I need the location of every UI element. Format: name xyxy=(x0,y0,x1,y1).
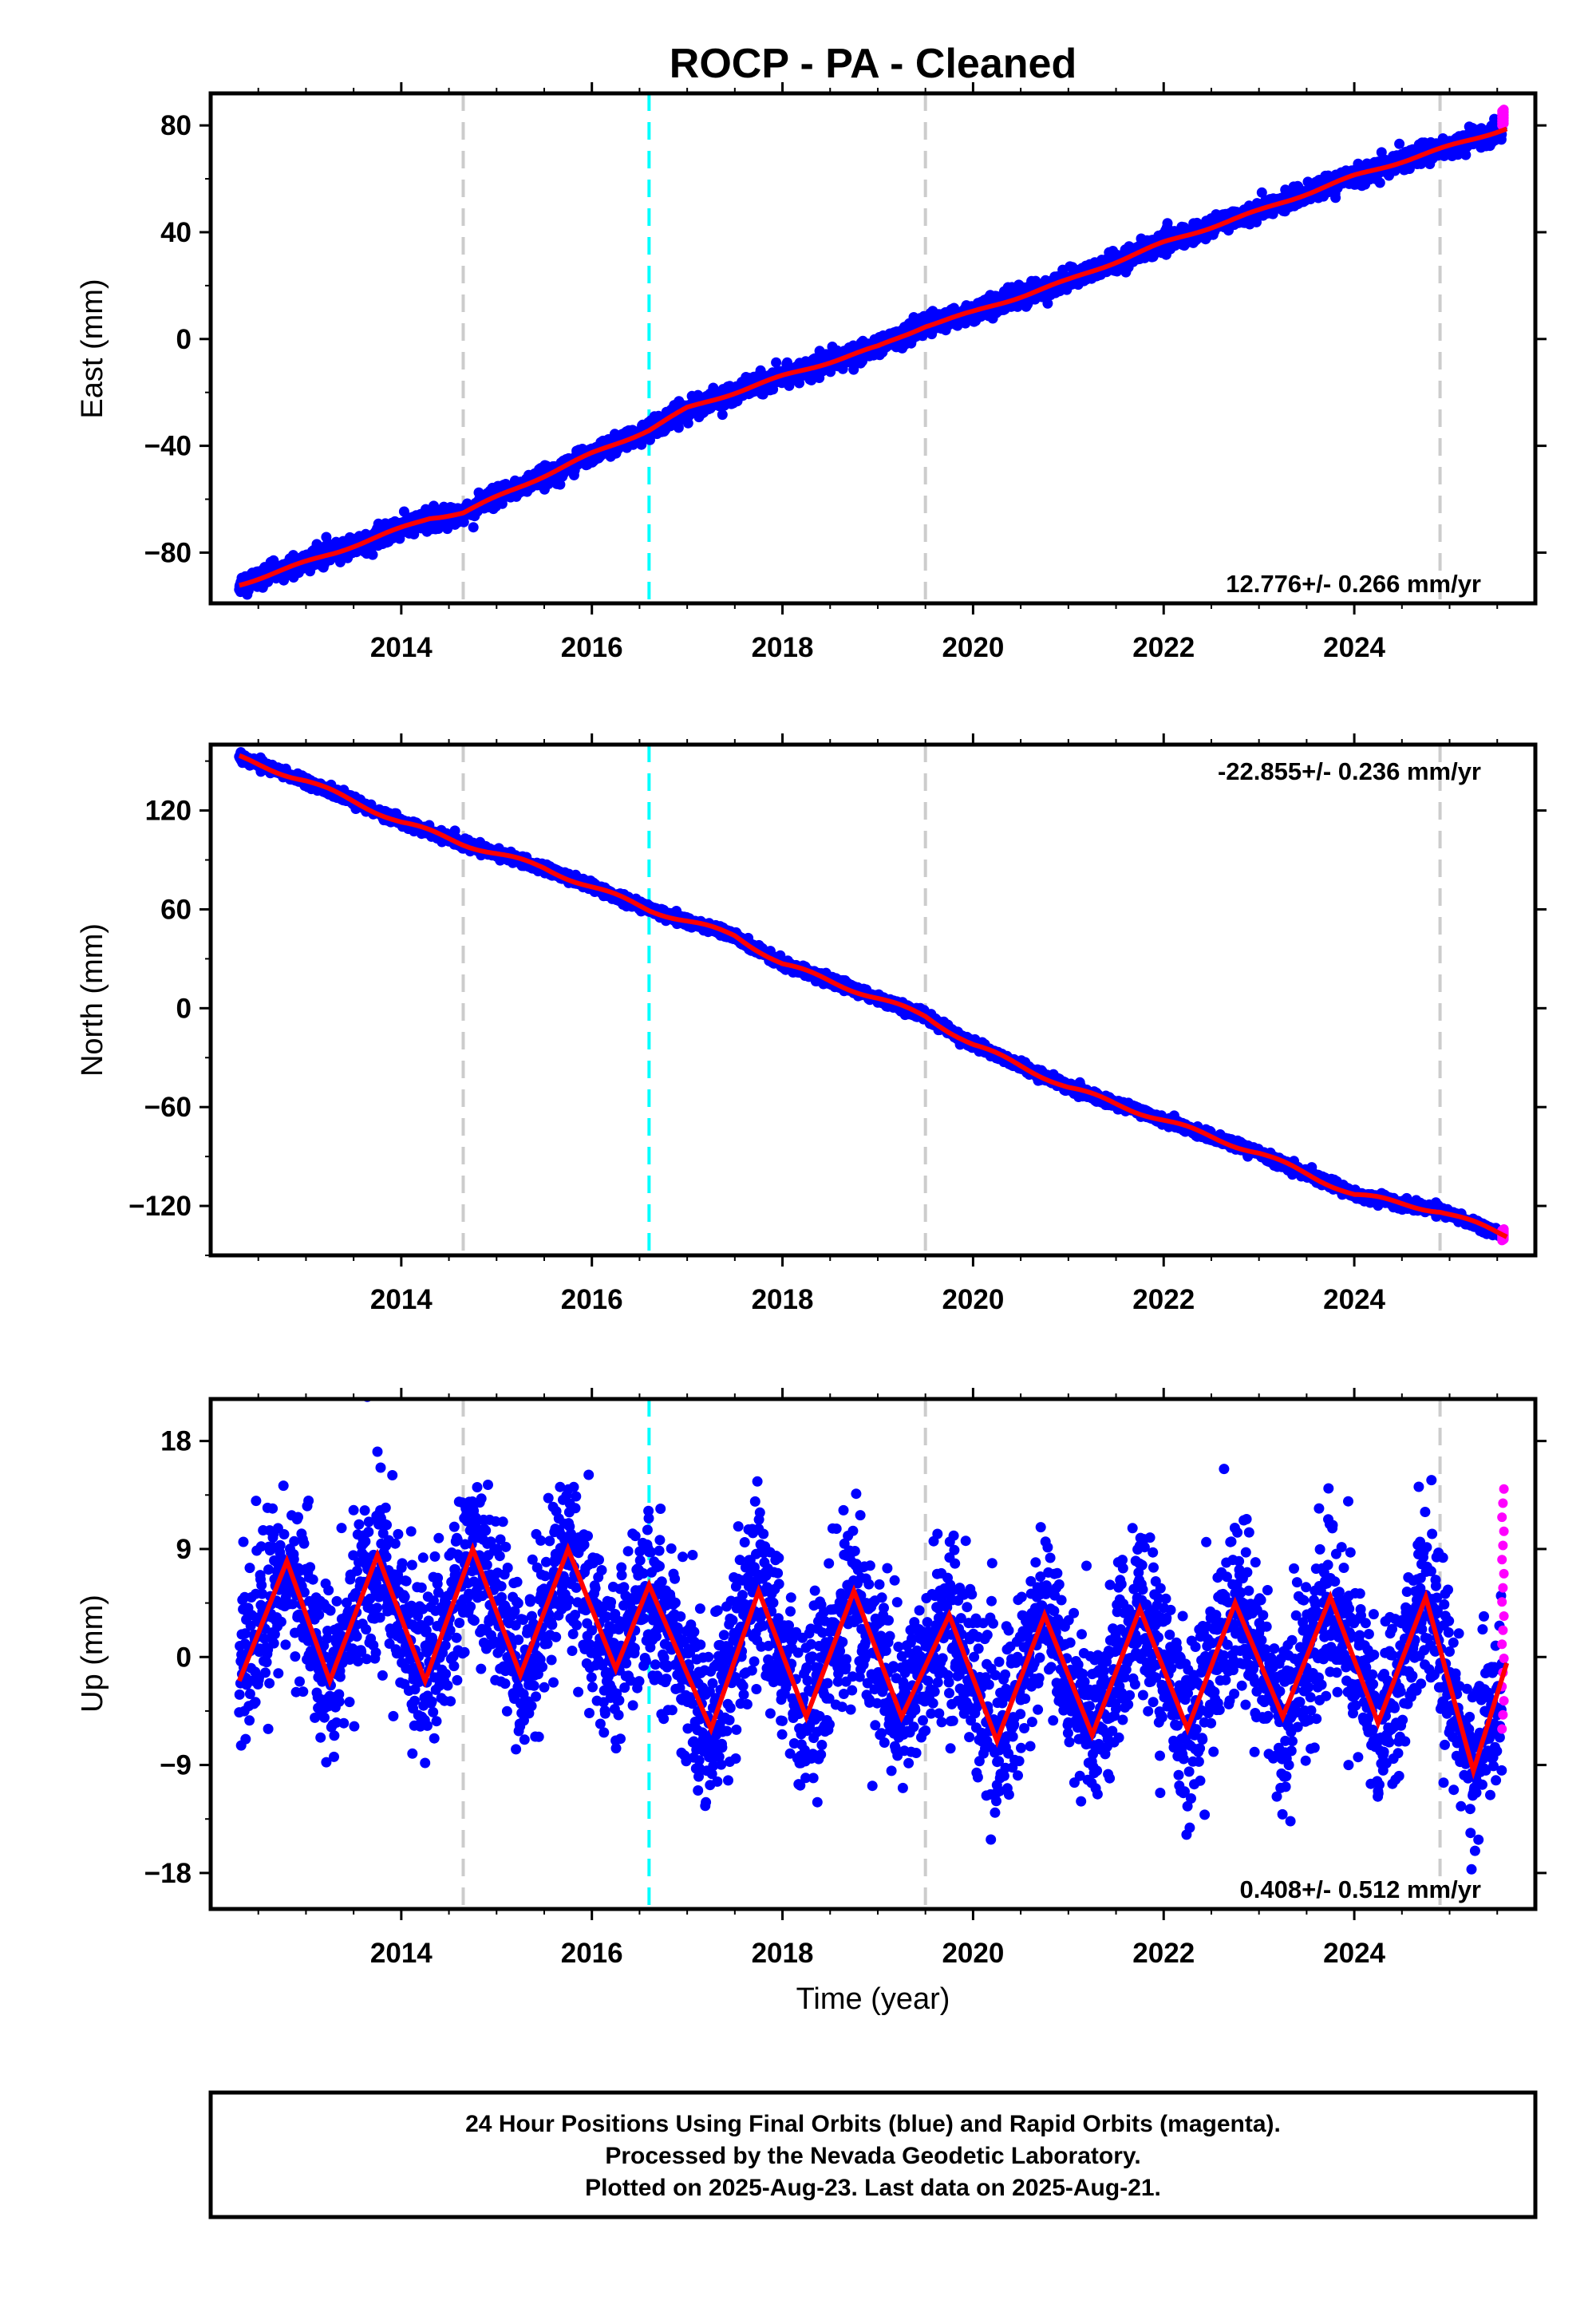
rapid-orbit-points xyxy=(1497,105,1509,131)
x-tick-label: 2014 xyxy=(370,632,433,663)
x-tick-label: 2022 xyxy=(1132,632,1195,663)
data-point xyxy=(1394,138,1405,149)
data-point xyxy=(1330,192,1341,204)
chart-title: ROCP - PA - Cleaned xyxy=(670,41,1077,87)
y-axis-title: East (mm) xyxy=(76,279,109,418)
data-point xyxy=(717,409,728,421)
x-tick-label: 2018 xyxy=(752,632,814,663)
east-panel: −80 −40 0 40 80 2014 2016 2018 2020 2022 2024 East … xyxy=(76,82,1547,663)
data-point xyxy=(1256,187,1267,198)
data-point xyxy=(555,479,566,490)
y-tick-label: 80 xyxy=(160,110,192,141)
y-tick-label: −40 xyxy=(144,431,192,462)
data-point xyxy=(771,357,782,368)
y-tick-label: −80 xyxy=(144,537,192,568)
y-tick-label: 40 xyxy=(160,217,192,248)
x-tick-label: 2020 xyxy=(942,632,1004,663)
x-tick-label: 2024 xyxy=(1323,632,1385,663)
x-tick-label: 2016 xyxy=(561,632,623,663)
data-point xyxy=(311,539,322,550)
data-point xyxy=(468,522,479,533)
y-tick-label: 0 xyxy=(176,324,192,355)
velocity-rate-label: 12.776+/- 0.266 mm/yr xyxy=(1226,570,1481,598)
data-point xyxy=(1042,298,1053,309)
rapid-data-point xyxy=(1499,110,1509,121)
final-orbit-points xyxy=(234,113,1507,600)
data-point xyxy=(367,549,378,560)
data-point xyxy=(673,422,684,433)
data-point xyxy=(1374,177,1385,188)
